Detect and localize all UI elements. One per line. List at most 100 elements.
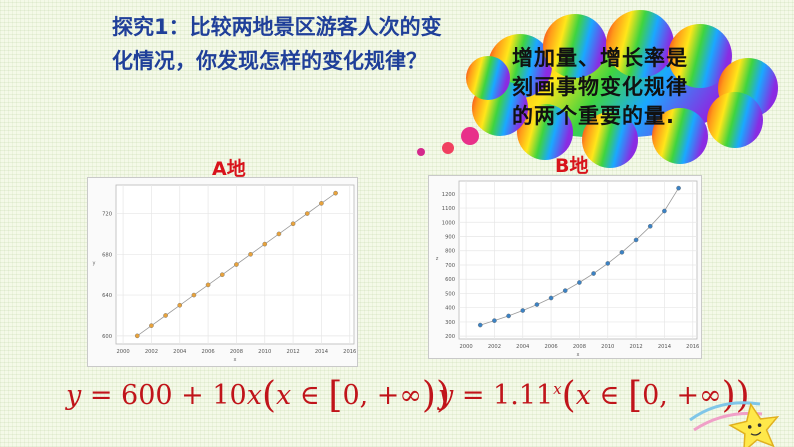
formula-a-close: ) xyxy=(435,375,451,416)
formula-b-bopen: [ xyxy=(628,375,643,416)
thought-bubble-medium xyxy=(442,142,454,154)
chart-a-xtick-label: 2002 xyxy=(145,349,158,355)
chart-b-ytick-label: 1200 xyxy=(442,192,455,198)
chart-a-data-point xyxy=(134,333,140,339)
chart-b-data-point xyxy=(548,295,554,301)
chart-a-data-point xyxy=(191,292,197,298)
chart-a-xtick-label: 2016 xyxy=(343,349,356,355)
chart-b-ytick-label: 900 xyxy=(445,235,455,241)
chart-b-xtick-label: 2010 xyxy=(601,344,614,350)
thought-bubble-small xyxy=(417,148,425,156)
chart-a-data-point xyxy=(177,302,183,308)
star-trail-blue xyxy=(689,401,761,422)
chart-b-ytick-label: 800 xyxy=(445,249,455,255)
chart-a-ytick-label: 720 xyxy=(102,212,112,218)
chart-b-data-point xyxy=(492,318,497,323)
chart-a-ylabel: y xyxy=(93,261,96,267)
chart-b-data-point xyxy=(477,322,483,328)
chart-b-data-point xyxy=(520,308,526,313)
chart-b-xtick-label: 2016 xyxy=(686,344,699,350)
cloud-line-3: 的两个重要的量. xyxy=(512,104,675,128)
chart-a-data-point xyxy=(205,282,211,288)
chart-a-ytick-label: 680 xyxy=(102,252,112,258)
formula-a-bopen: [ xyxy=(328,375,343,416)
chart-b-ytick-label: 1100 xyxy=(442,206,455,212)
chart-b-ytick-label: 1000 xyxy=(442,220,455,226)
chart-b-plot-area xyxy=(458,180,698,340)
formula-b-x2: x xyxy=(575,380,591,411)
chart-a-data-point xyxy=(276,231,282,237)
chart-a-xtick-label: 2004 xyxy=(173,349,187,355)
question-heading: 探究1：比较两地景区游客人次的变 化情况，你发现怎样的变化规律？ xyxy=(112,10,492,78)
heading-line-1: 探究1：比较两地景区游客人次的变 xyxy=(112,15,442,39)
thought-bubble-large xyxy=(461,127,479,145)
formula-a-x: x xyxy=(246,380,262,411)
chart-b-ytick-label: 200 xyxy=(445,334,455,340)
chart-b-data-point xyxy=(591,271,596,276)
chart-b-xtick-label: 2012 xyxy=(629,344,642,350)
formula-b: y = 1.11x(x ∈ [0, +∞)) xyxy=(438,378,750,414)
chart-b-xtick-label: 2006 xyxy=(544,344,557,350)
formula-a-open: ( xyxy=(261,375,277,416)
chart-a-xlabel: x xyxy=(234,357,237,363)
chart-b-title: B地 xyxy=(555,155,589,177)
chart-b-data-point xyxy=(534,302,540,307)
cloud-text: 增加量、增长率是 刻画事物变化规律 的两个重要的量. xyxy=(512,44,732,131)
chart-b-ylabel: z xyxy=(436,256,439,262)
chart-b-xtick-label: 2008 xyxy=(573,344,586,350)
chart-a-xtick-label: 2012 xyxy=(286,349,299,355)
chart-b-xtick-label: 2002 xyxy=(488,344,501,350)
chart-a-xtick-label: 2006 xyxy=(201,349,214,355)
formula-b-in: ∈ xyxy=(590,380,629,411)
cloud-line-1: 增加量、增长率是 xyxy=(512,46,688,70)
formula-b-eq: = 1.11 xyxy=(453,380,554,411)
chart-b-data-point xyxy=(506,313,511,319)
formula-b-y: y xyxy=(438,380,454,411)
chart-a-xtick-label: 2000 xyxy=(116,349,129,355)
heading-line-2: 化情况，你发现怎样的变化规律？ xyxy=(112,49,427,73)
chart-b-xlabel: x xyxy=(577,352,580,358)
chart-a-data-point xyxy=(290,221,296,227)
formula-a-in: ∈ xyxy=(291,380,329,411)
chart-a-data-point xyxy=(234,262,239,267)
formula-a-bclose: ) xyxy=(421,375,436,416)
formula-a: y = 600 + 10x(x ∈ [0, +∞)) xyxy=(66,378,450,414)
chart-b-data-point xyxy=(676,185,681,191)
star-icon xyxy=(728,402,780,447)
chart-b-ytick-label: 700 xyxy=(445,263,455,269)
chart-b-ytick-label: 300 xyxy=(445,320,455,326)
chart-b-panel: 2000 2002 2004 2006 2008 2010 2012 2014 2016 200 3… xyxy=(428,175,702,359)
cloud-body xyxy=(466,10,778,168)
chart-b-data-point xyxy=(619,250,625,255)
chart-a-ytick-label: 600 xyxy=(102,334,112,340)
formula-b-range: 0, +∞ xyxy=(642,380,722,411)
chart-a: 2000 2002 2004 2006 2008 2010 2012 2014 2016 600 6… xyxy=(93,184,356,363)
chart-b-data-point xyxy=(647,223,653,229)
chart-a-data-point xyxy=(248,252,253,257)
formula-b-exp: x xyxy=(553,380,562,398)
chart-a-xtick-label: 2014 xyxy=(315,349,329,355)
formula-a-range: 0, +∞ xyxy=(342,380,422,411)
chart-b-xtick-label: 2000 xyxy=(459,344,472,350)
chart-a-data-point xyxy=(163,313,168,318)
formula-a-x2: x xyxy=(276,380,292,411)
formula-b-close: ) xyxy=(735,375,750,416)
chart-a-data-point xyxy=(304,211,310,216)
chart-b-ytick-label: 400 xyxy=(445,306,455,312)
chart-a-data-point xyxy=(219,272,225,277)
chart-b-xtick-label: 2014 xyxy=(658,344,672,350)
chart-b-data-point xyxy=(562,288,568,293)
chart-b-data-point xyxy=(605,261,611,266)
chart-b-ytick-label: 500 xyxy=(445,291,455,297)
chart-a-xtick-label: 2010 xyxy=(258,349,271,355)
chart-b-data-point xyxy=(577,280,582,285)
cloud-line-2: 刻画事物变化规律 xyxy=(512,75,688,99)
chart-b-data-point xyxy=(662,208,667,214)
chart-b-ytick-label: 600 xyxy=(445,277,455,283)
chart-a-title: A地 xyxy=(212,158,246,180)
chart-a-ytick-label: 640 xyxy=(102,293,112,299)
chart-a-data-point xyxy=(319,201,324,206)
formula-a-y: y xyxy=(66,380,82,411)
chart-a-data-point xyxy=(149,323,154,328)
